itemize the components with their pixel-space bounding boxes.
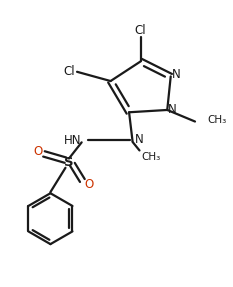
Text: Cl: Cl	[135, 24, 147, 37]
Text: O: O	[33, 145, 42, 158]
Text: O: O	[85, 178, 94, 191]
Text: CH₃: CH₃	[208, 115, 227, 125]
Text: S: S	[64, 156, 74, 168]
Text: HN: HN	[64, 133, 82, 147]
Text: N: N	[168, 103, 176, 116]
Text: CH₃: CH₃	[142, 152, 161, 162]
Text: Cl: Cl	[63, 65, 75, 77]
Text: N: N	[172, 68, 181, 81]
Text: N: N	[135, 133, 144, 146]
